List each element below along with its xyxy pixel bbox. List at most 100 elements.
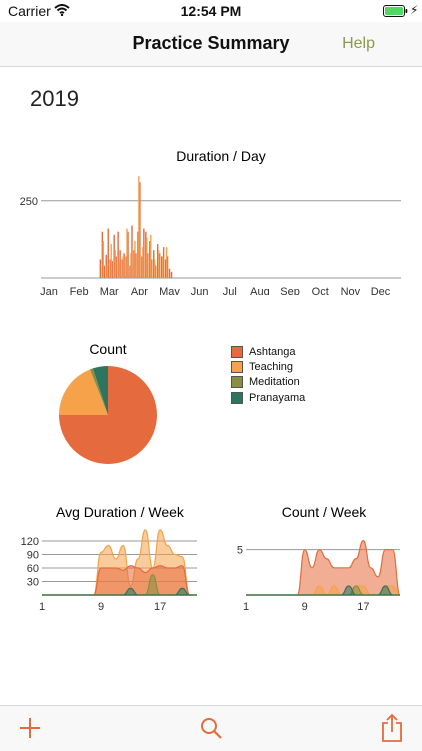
bar: [111, 261, 113, 278]
x-tick-label: Dec: [371, 286, 391, 295]
bar: [106, 265, 108, 278]
bar: [143, 228, 145, 278]
x-tick-label: Oct: [312, 286, 329, 295]
area-series: [246, 539, 401, 596]
bar: [150, 234, 152, 278]
legend-swatch: [231, 376, 243, 389]
status-time: 12:54 PM: [180, 3, 242, 19]
bar: [99, 259, 102, 278]
bar: [155, 265, 157, 278]
legend-item: Ashtanga: [231, 344, 305, 359]
legend-label: Ashtanga: [249, 345, 296, 358]
bar: [102, 240, 105, 278]
bar: [135, 253, 137, 278]
bar: [105, 254, 107, 278]
plus-icon[interactable]: [18, 716, 42, 740]
x-tick-label: Jun: [191, 286, 209, 295]
bar: [130, 253, 132, 278]
x-tick-label: 9: [98, 601, 104, 612]
year-label: 2019: [30, 86, 79, 111]
bar: [161, 256, 164, 278]
x-tick-label: 17: [357, 601, 369, 612]
x-tick-label: Apr: [131, 286, 148, 295]
pie-slice: [92, 366, 108, 415]
battery-icon: [383, 5, 408, 17]
bar: [131, 225, 133, 278]
bar: [134, 240, 136, 278]
bar: [153, 250, 155, 278]
bar: [147, 253, 149, 278]
bar: [122, 256, 124, 278]
bar: [101, 231, 104, 278]
bar: [138, 176, 140, 278]
chart-title: Duration / Day: [176, 148, 265, 164]
duration-per-day-chart: Duration / Day 250 Jan Feb Mar Apr May Jun Jul…: [20, 148, 401, 295]
x-tick-label: Feb: [70, 286, 89, 295]
bar: [129, 265, 131, 278]
legend-swatch: [231, 391, 243, 404]
bar: [133, 250, 135, 278]
carrier-label: Carrier: [8, 3, 51, 19]
bar: [127, 231, 129, 278]
chart-title: Count: [89, 341, 126, 357]
bar: [117, 231, 119, 278]
bar: [166, 256, 169, 278]
bar: [142, 247, 144, 278]
wifi-icon: [54, 4, 70, 16]
page-title: Practice Summary: [132, 33, 290, 53]
y-tick-label: 60: [27, 563, 39, 575]
y-tick-label: 250: [20, 196, 38, 208]
bar: [168, 268, 171, 278]
search-icon[interactable]: [199, 716, 223, 740]
bar: [149, 240, 151, 278]
pie-slice: [89, 368, 108, 415]
charging-icon: ⚡: [410, 3, 419, 17]
bar: [103, 265, 105, 278]
x-tick-label: Jul: [223, 286, 237, 295]
legend-item: Teaching: [231, 359, 305, 374]
legend-swatch: [231, 360, 243, 373]
count-week-chart: Count / Week 5 1 9 17: [237, 504, 401, 612]
bar: [114, 250, 116, 278]
bar: [160, 256, 163, 278]
bar: [158, 253, 161, 278]
chart-title: Count / Week: [282, 504, 368, 520]
bar: [141, 256, 143, 278]
bar: [113, 234, 115, 278]
bar: [109, 259, 111, 278]
y-tick-label: 5: [237, 545, 243, 557]
bar: [121, 259, 123, 278]
y-tick-label: 120: [21, 536, 39, 548]
x-tick-label: 1: [243, 601, 249, 612]
x-tick-label: 1: [39, 601, 45, 612]
bar: [125, 256, 127, 278]
x-tick-label: Nov: [341, 286, 361, 295]
bar: [118, 262, 120, 278]
bar: [137, 231, 139, 278]
count-pie-chart: Count: [59, 341, 157, 464]
bar: [115, 256, 117, 278]
bar: [145, 231, 147, 278]
status-bar: Carrier 12:54 PM ⚡: [0, 0, 422, 22]
area-series: [42, 587, 197, 596]
bottom-toolbar: [0, 705, 422, 751]
help-button[interactable]: Help: [342, 35, 375, 52]
bar: [126, 228, 128, 278]
legend-label: Meditation: [249, 376, 300, 389]
bar: [157, 250, 160, 278]
bar: [123, 253, 125, 278]
area-series: [42, 565, 197, 596]
x-tick-label: 9: [302, 601, 308, 612]
bar: [110, 244, 112, 278]
pie-slice: [59, 369, 108, 415]
bar: [154, 259, 156, 278]
chart-title: Avg Duration / Week: [56, 504, 185, 520]
x-tick-label: May: [159, 286, 180, 295]
x-tick-label: Aug: [250, 286, 270, 295]
legend-label: Teaching: [249, 360, 294, 373]
x-tick-label: Mar: [100, 286, 119, 295]
share-icon[interactable]: [380, 713, 404, 743]
x-tick-label: Sep: [280, 286, 300, 295]
bar: [170, 271, 173, 278]
